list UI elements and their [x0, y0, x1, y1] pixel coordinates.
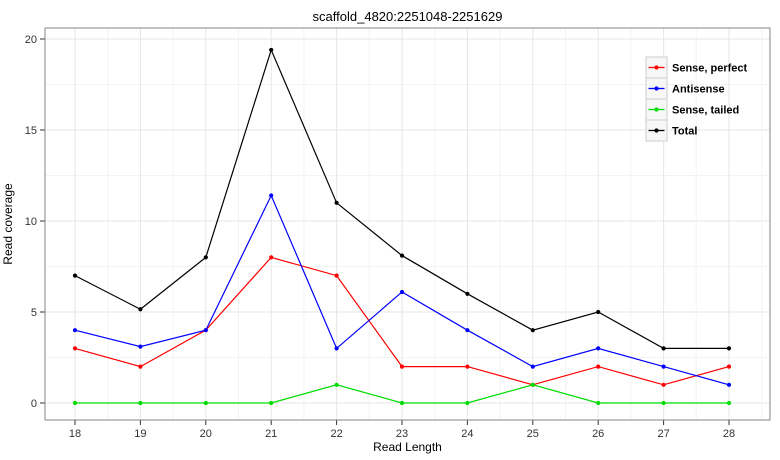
data-point-sense-perfect-18 [72, 346, 78, 351]
legend-label: Antisense [672, 84, 725, 96]
data-point-antisense-23 [399, 289, 405, 295]
data-point-sense-tailed-20 [203, 400, 208, 406]
panel-border [44, 27, 771, 421]
data-point-total-25 [530, 328, 535, 333]
data-point-antisense-19 [138, 344, 143, 349]
legend-key-point [654, 65, 659, 70]
x-tick-label: 19 [134, 428, 146, 440]
data-point-total-18 [72, 273, 78, 278]
x-tick-label: 22 [330, 428, 342, 440]
data-point-total-23 [399, 253, 405, 258]
series-antisense [72, 193, 732, 387]
legend-item-sense-perfect: Sense, perfect [645, 56, 748, 79]
data-point-total-28 [726, 346, 732, 351]
data-point-sense-tailed-25 [530, 382, 535, 387]
y-tick-label: 10 [25, 216, 37, 228]
data-point-sense-tailed-24 [465, 400, 470, 406]
legend-key-point [654, 128, 659, 133]
data-point-antisense-20 [203, 328, 208, 333]
data-point-sense-perfect-23 [399, 364, 405, 369]
data-point-sense-tailed-19 [138, 400, 143, 406]
data-point-total-26 [596, 309, 601, 315]
x-tick-label: 28 [723, 428, 735, 440]
data-point-total-24 [465, 291, 470, 296]
data-point-sense-perfect-19 [138, 364, 143, 369]
chart-title: scaffold_4820:2251048-2251629 [312, 9, 503, 24]
y-tick-label: 20 [25, 34, 37, 46]
data-point-sense-tailed-26 [596, 400, 601, 406]
data-point-total-27 [661, 346, 666, 351]
data-point-antisense-24 [465, 328, 470, 333]
legend-key-point [654, 107, 659, 112]
data-point-total-21 [269, 47, 274, 53]
data-point-antisense-22 [334, 346, 339, 351]
x-tick-label: 20 [200, 428, 212, 440]
data-point-sense-tailed-23 [399, 400, 405, 406]
x-tick-label: 18 [69, 428, 81, 440]
y-axis-title: Read coverage [1, 183, 15, 265]
legend-key-point [654, 86, 659, 91]
data-point-antisense-28 [726, 382, 732, 387]
data-point-antisense-21 [269, 193, 274, 198]
legend-item-total: Total [645, 119, 697, 142]
data-point-sense-perfect-21 [269, 255, 274, 260]
data-point-total-20 [203, 255, 208, 260]
legend-item-antisense: Antisense [645, 77, 725, 100]
data-point-sense-perfect-26 [596, 364, 601, 369]
data-point-sense-perfect-27 [661, 382, 666, 387]
x-tick-label: 26 [592, 428, 604, 440]
data-point-sense-perfect-24 [465, 364, 470, 369]
data-point-total-22 [334, 200, 339, 205]
data-point-sense-perfect-28 [726, 364, 732, 369]
x-tick-label: 25 [527, 428, 539, 440]
y-axis: 0 5 10 15 20 [25, 34, 45, 410]
x-tick-label: 24 [461, 428, 473, 440]
data-point-sense-tailed-27 [661, 400, 666, 406]
data-point-sense-tailed-18 [72, 400, 78, 406]
data-point-sense-tailed-22 [334, 382, 339, 387]
data-point-antisense-25 [530, 364, 535, 369]
series-total [72, 47, 732, 351]
data-point-sense-tailed-21 [269, 400, 274, 406]
legend-label: Total [672, 126, 697, 138]
legend-label: Sense, tailed [672, 105, 739, 117]
data-point-antisense-18 [72, 328, 78, 333]
data-point-antisense-27 [661, 364, 666, 369]
legend: Sense, perfect Antisense Sense, tailed Tota… [645, 56, 748, 142]
x-tick-label: 23 [396, 428, 408, 440]
y-tick-label: 0 [31, 398, 37, 410]
data-point-total-19 [138, 307, 143, 312]
y-tick-label: 15 [25, 125, 37, 137]
y-tick-label: 5 [31, 307, 37, 319]
data-point-sense-perfect-22 [334, 273, 339, 278]
series-sense-tailed [72, 382, 732, 406]
data-point-antisense-26 [596, 346, 601, 351]
legend-label: Sense, perfect [672, 63, 748, 75]
x-axis: 18 19 20 21 22 23 24 25 26 27 28 [69, 420, 735, 440]
x-axis-title: Read Length [373, 440, 442, 454]
data-point-sense-tailed-28 [726, 400, 732, 406]
x-tick-label: 21 [265, 428, 277, 440]
x-tick-label: 27 [657, 428, 669, 440]
